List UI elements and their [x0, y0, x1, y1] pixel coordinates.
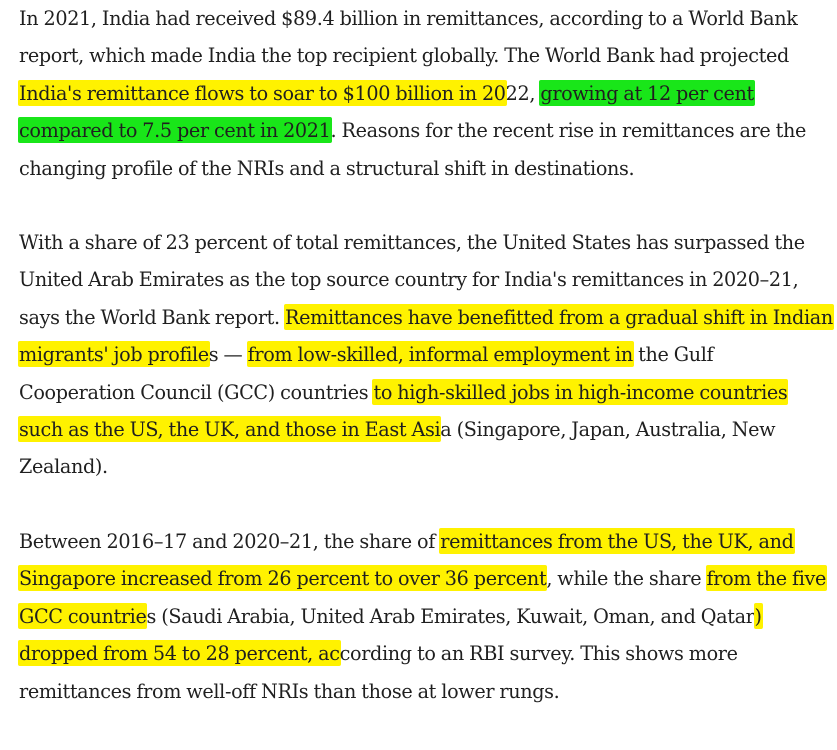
paragraph-remittance-2021: In 2021, India had received $89.4 billio… — [18, 0, 833, 187]
paragraph-share-shift: Between 2016–17 and 2020–21, the share o… — [18, 523, 833, 710]
text-segment: , while the share — [546, 567, 707, 591]
text-segment: s — — [208, 343, 248, 367]
text-segment: s (Saudi Arabia, United Arab Emirates, K… — [146, 604, 755, 628]
text-segment: With a share of 23 percent of total remi… — [19, 231, 805, 329]
paragraph-source-countries: With a share of 23 percent of total remi… — [18, 224, 834, 486]
text-segment: a (Singapore, Japan, Australia, New Zeal… — [19, 418, 776, 479]
highlight-yellow: India's remittance flows to soar to $100… — [18, 79, 507, 106]
text-segment: In 2021, India had received $89.4 billio… — [19, 7, 798, 68]
text-segment: . Reasons for the recent rise in remitta… — [19, 119, 807, 180]
highlight-yellow: from low-skilled, informal employment in — [246, 341, 634, 368]
text-segment: 22, — [505, 81, 541, 105]
text-segment: Between 2016–17 and 2020–21, the share o… — [19, 529, 441, 553]
text-segment: the Gulf Cooperation Council (GCC) count… — [19, 343, 714, 404]
text-segment: cording to an RBI survey. This shows mor… — [19, 642, 738, 703]
article-body: In 2021, India had received $89.4 billio… — [18, 0, 834, 710]
